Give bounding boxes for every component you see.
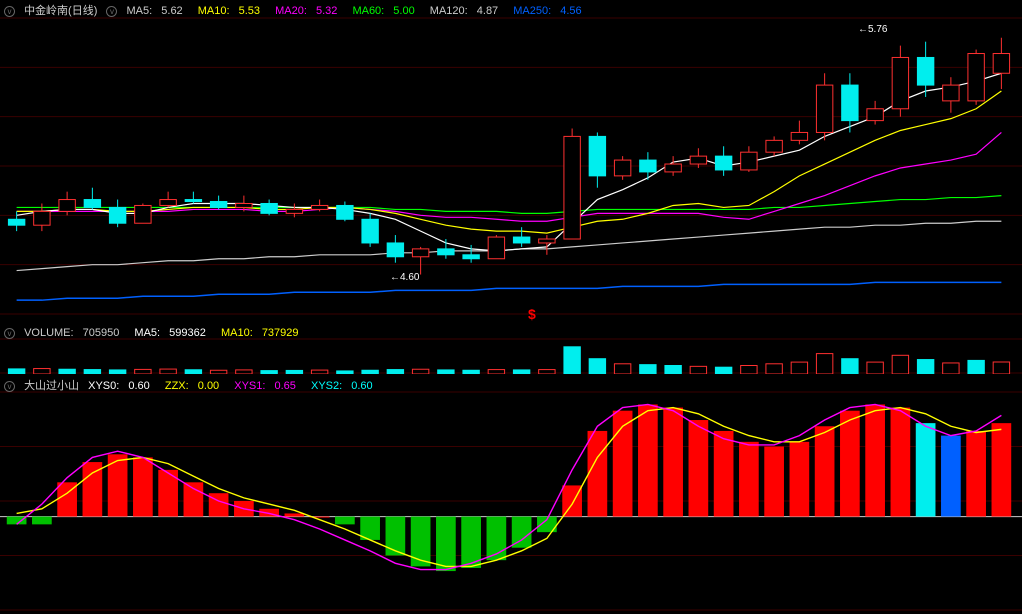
- ma250-label: MA250: 4.56: [513, 5, 587, 17]
- ma5-label: MA5: 5.62: [127, 5, 189, 17]
- high-price-label: ←5.76: [858, 24, 887, 35]
- indicator-header: v 大山过小山 XYS0: 0.60 ZZX: 0.00 XYS1: 0.65 …: [4, 377, 385, 393]
- toggle-icon-2[interactable]: v: [106, 6, 117, 17]
- xys0-label: XYS0: 0.60: [88, 380, 156, 392]
- vol-label: VOLUME: 705950: [24, 327, 125, 339]
- vol-ma10: MA10: 737929: [221, 327, 305, 339]
- ma20-label: MA20: 5.32: [275, 5, 343, 17]
- vol-ma5: MA5: 599362: [134, 327, 211, 339]
- volume-header: v VOLUME: 705950 MA5: 599362 MA10: 73792…: [4, 327, 311, 339]
- red-marker: $: [528, 306, 536, 322]
- main-chart[interactable]: [0, 0, 1022, 320]
- main-header: v 中金岭南(日线) v MA5: 5.62 MA10: 5.53 MA20: …: [4, 2, 594, 18]
- low-price-label: ←4.60: [390, 272, 419, 283]
- toggle-icon[interactable]: v: [4, 6, 15, 17]
- indicator-name: 大山过小山: [24, 380, 79, 392]
- indicator-svg: [0, 376, 1022, 614]
- indicator-chart[interactable]: [0, 376, 1022, 614]
- ma10-label: MA10: 5.53: [198, 5, 266, 17]
- indicator-toggle-icon[interactable]: v: [4, 381, 15, 392]
- zzx-label: ZZX: 0.00: [165, 380, 225, 392]
- stock-name: 中金岭南(日线): [24, 5, 97, 17]
- main-chart-svg: [0, 0, 1022, 320]
- xys1-label: XYS1: 0.65: [234, 380, 302, 392]
- xys2-label: XYS2: 0.60: [311, 380, 379, 392]
- volume-toggle-icon[interactable]: v: [4, 328, 15, 339]
- ma60-label: MA60: 5.00: [352, 5, 420, 17]
- ma120-label: MA120: 4.87: [430, 5, 504, 17]
